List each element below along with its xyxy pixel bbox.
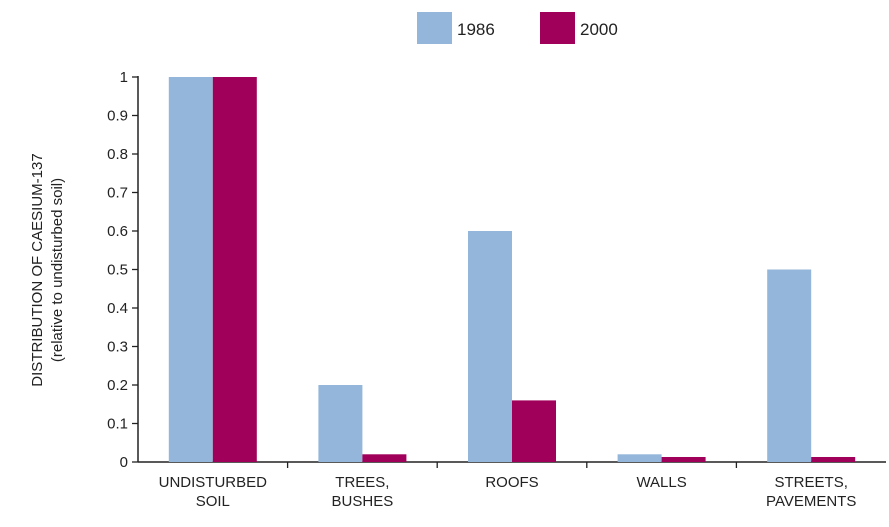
- y-axis-title-line-2: (relative to undisturbed soil): [49, 178, 66, 362]
- legend-swatch-1986: [417, 12, 452, 44]
- y-tick-label: 0.6: [107, 223, 128, 240]
- x-axis-category-labels: UNDISTURBED SOIL TREES, BUSHES ROOFS WALLS STR…: [159, 474, 857, 510]
- category-label-line: BUSHES: [332, 493, 394, 510]
- y-tick-label: 0.3: [107, 339, 128, 356]
- y-tick-label: 0.7: [107, 185, 128, 202]
- legend-label-1986: 1986: [457, 20, 495, 39]
- category-label: WALLS: [636, 474, 686, 491]
- category-label: STREETS, PAVEMENTS: [766, 474, 856, 510]
- y-tick-label: 0.8: [107, 146, 128, 163]
- category-label-line: SOIL: [196, 493, 230, 510]
- y-tick-label: 0.5: [107, 262, 128, 279]
- legend: 1986 2000: [417, 12, 618, 44]
- category-label-line: ROOFS: [485, 474, 538, 491]
- y-axis-title: DISTRIBUTION OF CAESIUM-137 (relative to …: [29, 153, 66, 386]
- bar-2000-1: [362, 454, 407, 462]
- bar-1986-0: [168, 77, 213, 462]
- legend-swatch-2000: [540, 12, 575, 44]
- y-tick-label: 0.2: [107, 377, 128, 394]
- bar-2000-2: [512, 400, 556, 462]
- category-label: UNDISTURBED SOIL: [159, 474, 268, 510]
- category-label-line: STREETS,: [775, 474, 848, 491]
- category-label-line: TREES,: [335, 474, 389, 491]
- bar-2000-3: [661, 456, 706, 462]
- axes: 0 0.1 0.2 0.3 0.4 0.5 0.6 0.7 0.8 0.9 1: [107, 69, 886, 471]
- category-label-line: UNDISTURBED: [159, 474, 268, 491]
- category-label-line: PAVEMENTS: [766, 493, 856, 510]
- bar-1986-2: [468, 231, 512, 462]
- y-tick-label: 0: [120, 454, 128, 471]
- y-tick-label: 0.1: [107, 416, 128, 433]
- y-tick-label: 1: [120, 69, 128, 86]
- category-label-line: WALLS: [636, 474, 686, 491]
- legend-label-2000: 2000: [580, 20, 618, 39]
- bar-1986-3: [617, 454, 662, 462]
- y-axis-title-line-1: DISTRIBUTION OF CAESIUM-137: [29, 153, 46, 386]
- bar-2000-4: [811, 456, 856, 462]
- category-label: ROOFS: [485, 474, 538, 491]
- bar-2000-0: [212, 77, 257, 462]
- bars: [168, 77, 856, 462]
- bar-1986-1: [318, 385, 363, 462]
- category-label: TREES, BUSHES: [332, 474, 394, 510]
- y-tick-label: 0.9: [107, 108, 128, 125]
- y-tick-label: 0.4: [107, 300, 128, 317]
- bar-1986-4: [767, 269, 812, 462]
